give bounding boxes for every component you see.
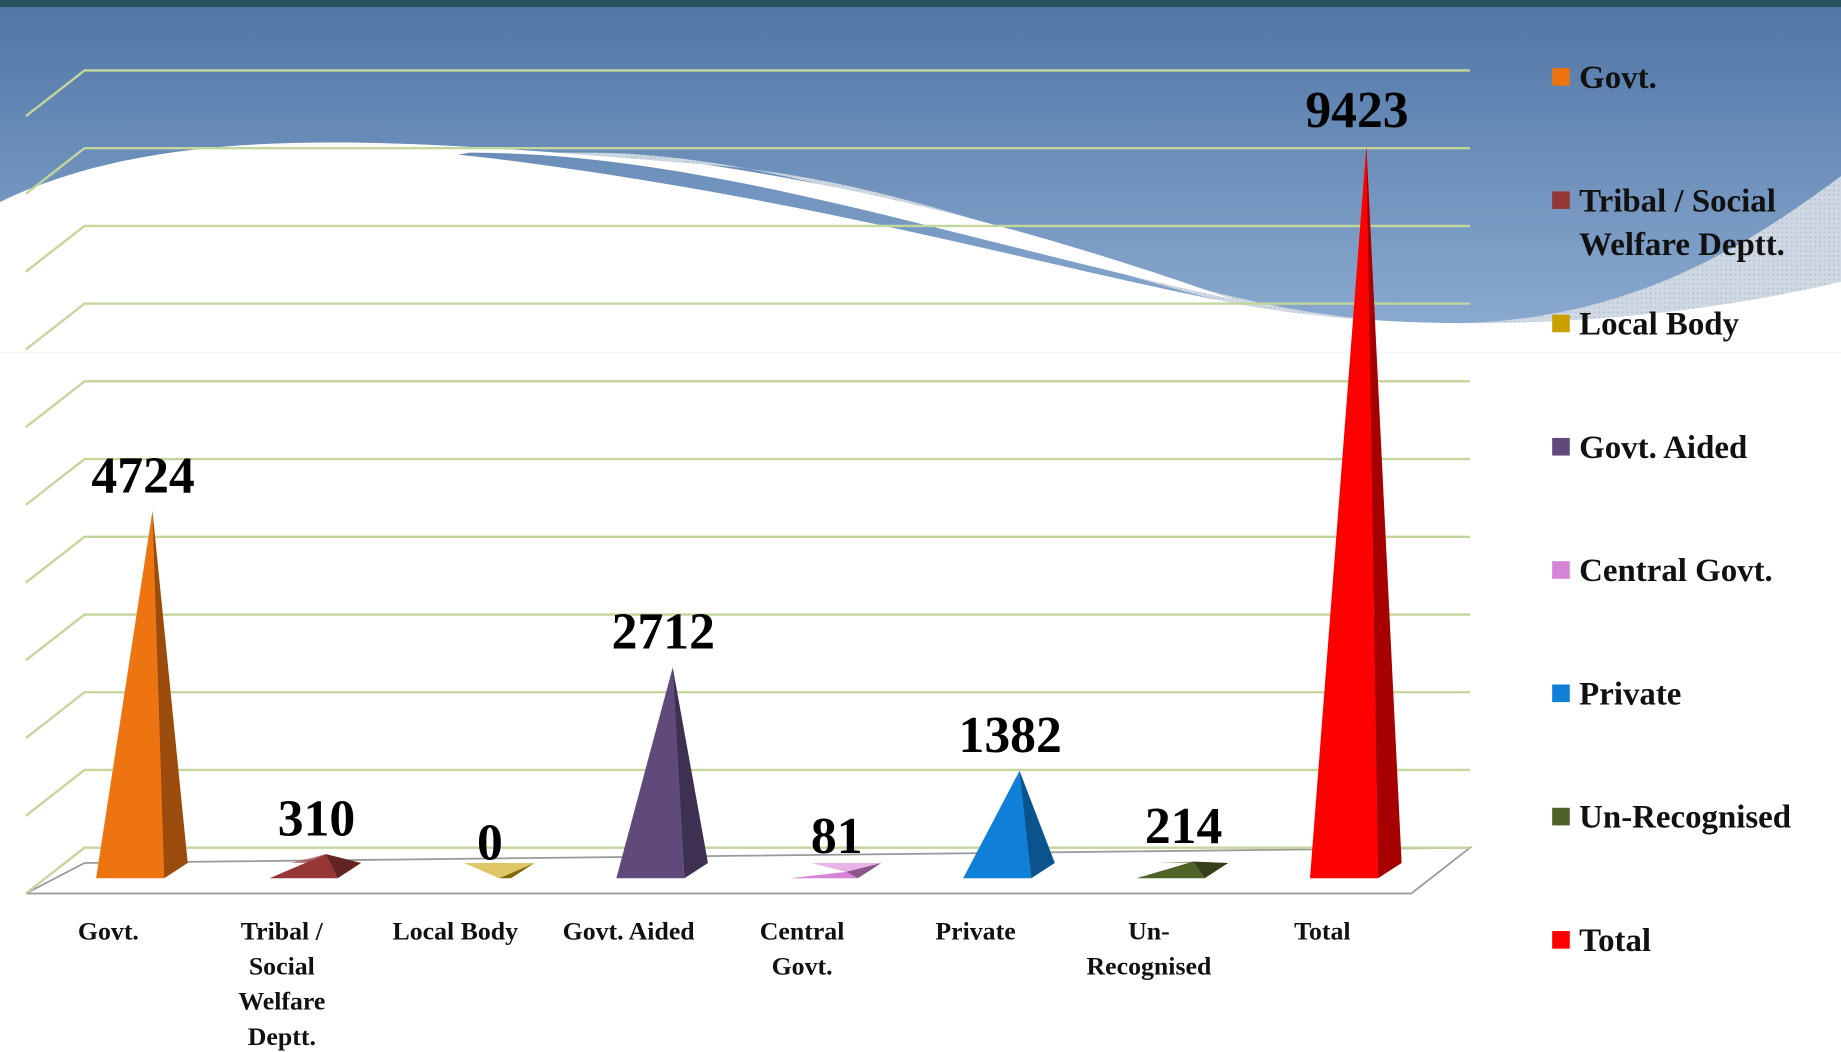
- pyramid: [1310, 145, 1402, 879]
- value-label: 1382: [958, 707, 1061, 764]
- legend-box: Un-Recognised: [1579, 799, 1792, 836]
- x-label-box: Local Body: [392, 915, 519, 946]
- legend-label: Govt. Aided: [1579, 429, 1748, 467]
- legend-label: Private: [1579, 676, 1682, 713]
- x-label-box: Govt.: [77, 915, 139, 946]
- value-label: 4724: [91, 447, 194, 504]
- value-label: 9423: [1305, 82, 1408, 139]
- legend-box: Private: [1579, 676, 1682, 713]
- legend-swatch: [1552, 437, 1570, 456]
- value-label: 81: [811, 808, 863, 865]
- pyramid-back: [810, 862, 882, 872]
- legend-box: Local Body: [1579, 306, 1740, 343]
- x-tick-label: Local Body: [392, 915, 519, 946]
- legend-label: Central Govt.: [1579, 553, 1773, 590]
- grid-line: [25, 535, 1470, 584]
- legend-box: Total: [1579, 922, 1652, 960]
- grid-line: [25, 302, 1470, 351]
- legend-swatch: [1552, 68, 1570, 86]
- pyramid-front: [269, 854, 338, 879]
- legend-swatch: [1552, 684, 1570, 703]
- pyramid-side: [672, 667, 708, 879]
- pyramid: [96, 511, 188, 879]
- pyramid: [464, 862, 535, 879]
- pyramid-front: [616, 667, 685, 879]
- pyramid: [269, 854, 362, 879]
- value-label: 2712: [612, 604, 715, 661]
- pyramid-back: [464, 862, 535, 879]
- pyramid-side: [325, 854, 362, 879]
- x-label-box: Total: [1294, 915, 1351, 946]
- legend-box: Govt.: [1579, 59, 1657, 97]
- grid-line: [25, 768, 1470, 817]
- legend-swatch: [1552, 191, 1570, 209]
- pyramid-side: [1192, 861, 1229, 879]
- legend-swatch: [1552, 931, 1570, 949]
- x-label-box: Govt. Aided: [562, 915, 695, 946]
- legend-swatch: [1552, 314, 1570, 333]
- pyramid-front: [1136, 861, 1205, 879]
- x-tick-label: Private: [935, 915, 1016, 946]
- legend-label: Total: [1579, 922, 1652, 960]
- pyramid-front: [96, 511, 165, 879]
- x-tick-label: Govt. Aided: [562, 915, 695, 946]
- floor: [25, 846, 1473, 895]
- grid-line: [25, 613, 1470, 662]
- grid-line: [25, 691, 1470, 739]
- grid-line: [25, 457, 1470, 506]
- pyramid-side: [152, 511, 188, 879]
- legend-label: Tribal / Social Welfare Deptt.: [1579, 183, 1785, 263]
- legend-label: Un-Recognised: [1579, 799, 1792, 836]
- x-tick-label: Central Govt.: [759, 915, 845, 981]
- top-bar: [0, 0, 1841, 8]
- pyramid-side: [846, 862, 882, 879]
- x-tick-label: Govt.: [77, 915, 139, 946]
- x-label-box: Central Govt.: [759, 915, 845, 981]
- legend-box: Govt. Aided: [1579, 429, 1748, 467]
- x-tick-label: Tribal / Social Welfare Deptt.: [238, 915, 326, 1051]
- legend-label: Govt.: [1579, 59, 1657, 97]
- pyramid-front: [963, 770, 1032, 879]
- grid-line: [25, 224, 1470, 273]
- legend-swatch: [1552, 561, 1570, 579]
- wave: [0, 148, 1841, 353]
- pyramid-front: [1310, 145, 1379, 879]
- legend-box: Central Govt.: [1579, 553, 1773, 590]
- value-label: 310: [278, 790, 355, 847]
- legend-box: Tribal / Social Welfare Deptt.: [1579, 183, 1785, 263]
- grid-line: [25, 146, 1470, 195]
- x-label-box: Tribal / Social Welfare Deptt.: [238, 915, 326, 1051]
- pyramid-front: [789, 871, 858, 879]
- value-label: 0: [477, 814, 503, 871]
- x-tick-label: Un-Recognised: [1086, 915, 1212, 981]
- x-label-box: Un-Recognised: [1086, 915, 1212, 981]
- pyramid: [789, 862, 882, 879]
- legend-label: Local Body: [1579, 306, 1740, 343]
- x-tick-label: Total: [1294, 915, 1351, 946]
- pyramid: [616, 667, 708, 879]
- legend-swatch: [1552, 807, 1570, 826]
- pyramid: [1136, 861, 1229, 879]
- pyramid: [963, 770, 1055, 879]
- value-label: 214: [1145, 798, 1222, 855]
- x-label-box: Private: [935, 915, 1016, 946]
- grid-line: [25, 380, 1470, 429]
- grid-line: [25, 69, 1470, 118]
